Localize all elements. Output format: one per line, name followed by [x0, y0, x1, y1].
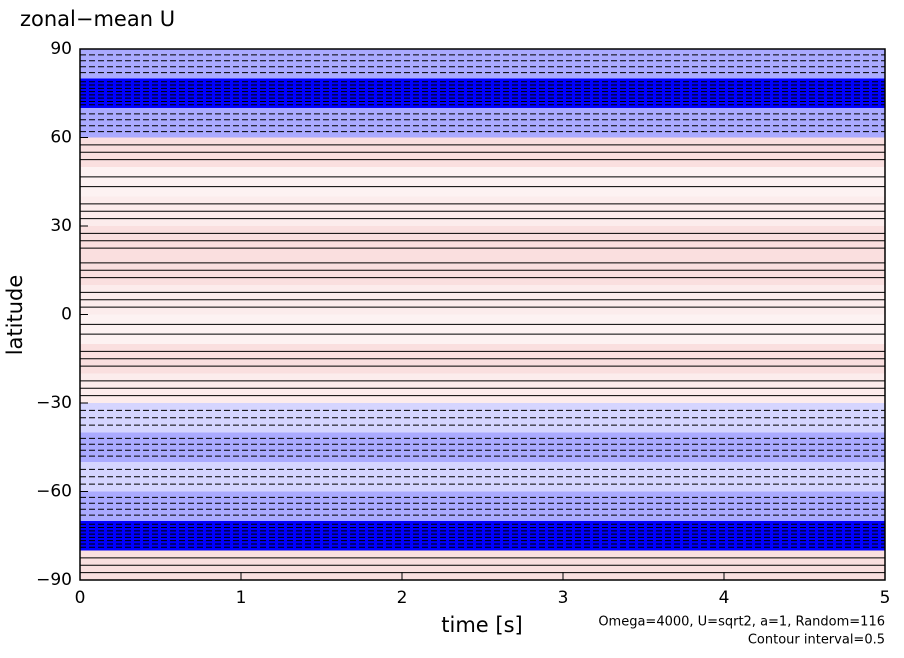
annotation: Omega=4000, U=sqrt2, a=1, Random=116 [598, 615, 885, 630]
y-tick-label: 30 [50, 216, 72, 236]
x-tick-label: 5 [880, 588, 891, 608]
x-tick-label: 0 [75, 588, 86, 608]
y-axis-label: latitude [3, 275, 27, 356]
y-tick-label: 90 [50, 39, 72, 59]
x-tick-label: 2 [397, 588, 408, 608]
x-tick-label: 1 [236, 588, 247, 608]
y-tick-label: 0 [61, 305, 72, 325]
contour-band [80, 49, 885, 79]
y-tick-label: 60 [50, 128, 72, 148]
y-tick-label: −30 [36, 393, 72, 413]
contour-band [80, 108, 885, 138]
contour-band [80, 491, 885, 521]
x-tick-label: 3 [558, 588, 569, 608]
chart-title: zonal−mean U [20, 7, 175, 31]
contour-band [80, 432, 885, 462]
contour-band [80, 314, 885, 344]
y-tick-label: −60 [36, 482, 72, 502]
contour-band [80, 167, 885, 197]
contour-band [80, 78, 885, 108]
contour-band [80, 521, 885, 551]
x-tick-label: 4 [719, 588, 730, 608]
y-tick-label: −90 [36, 570, 72, 590]
annotation: Contour interval=0.5 [748, 633, 885, 648]
x-axis-label: time [s] [441, 613, 522, 637]
